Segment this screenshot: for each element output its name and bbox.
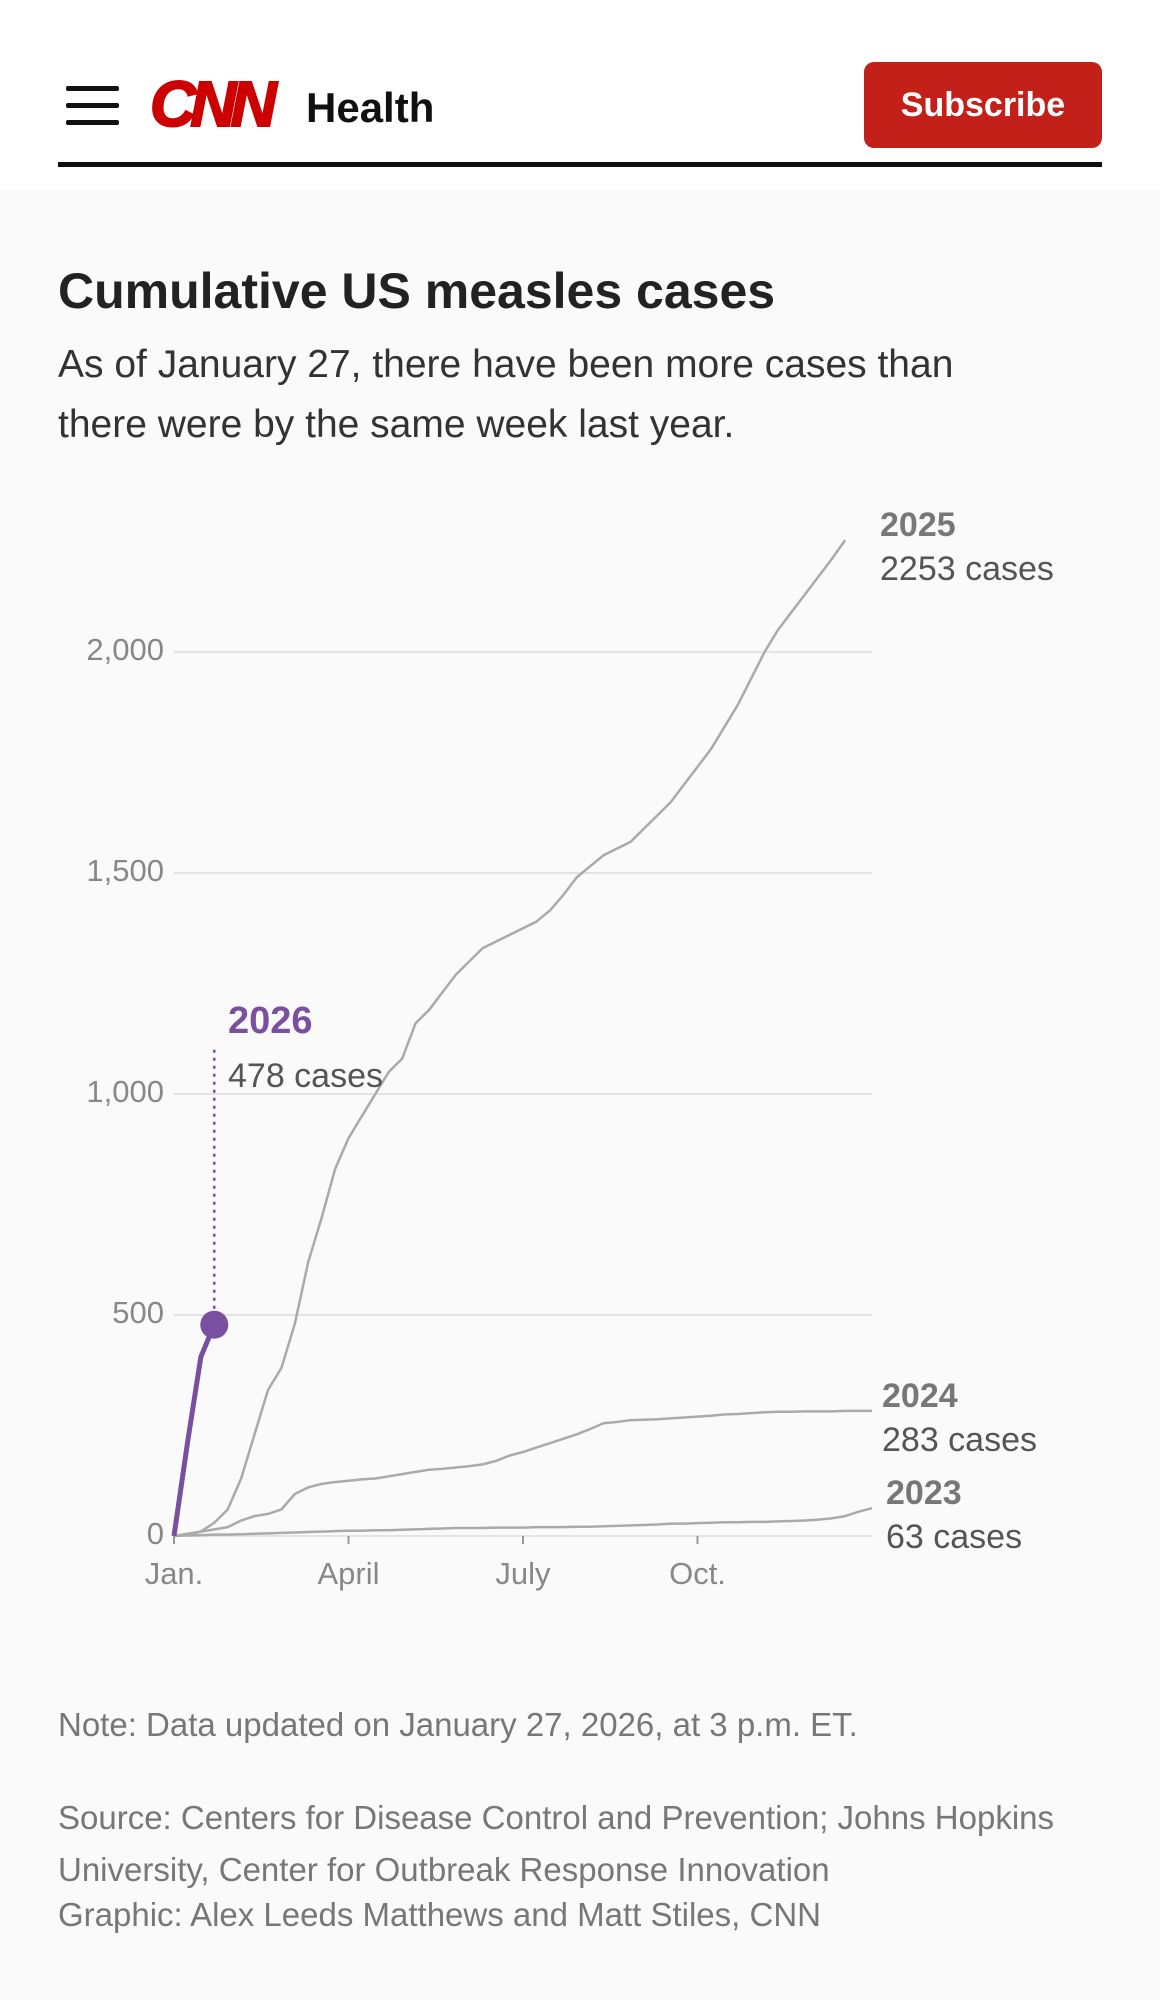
series-label: 2025 [880, 506, 956, 544]
y-tick-label: 2,000 [86, 632, 164, 667]
source: Source: Centers for Disease Control and … [58, 1799, 1055, 1888]
menu-button[interactable] [66, 86, 119, 137]
series-label: 2023 [886, 1474, 962, 1512]
section-name[interactable]: Health [306, 84, 435, 131]
y-tick-label: 500 [112, 1295, 164, 1330]
credit: Graphic: Alex Leeds Matthews and Matt St… [58, 1896, 821, 1933]
x-tick-label: Oct. [669, 1556, 726, 1591]
chart-subtitle: As of January 27, there have been more c… [58, 343, 954, 446]
y-tick-label: 1,000 [86, 1074, 164, 1109]
logo[interactable]: CNN [149, 68, 278, 140]
series-line [171, 1323, 217, 1537]
chart-title: Cumulative US measles cases [58, 263, 776, 319]
y-tick-label: 1,500 [86, 853, 164, 888]
header-rule [58, 162, 1102, 167]
series-label: 2026 [228, 1000, 313, 1042]
series-label: 2024 [882, 1377, 958, 1415]
subscribe-button[interactable]: Subscribe [864, 62, 1102, 148]
x-tick-label: July [495, 1556, 551, 1591]
value-label: 478 cases [228, 1057, 383, 1095]
x-tick-label: April [317, 1556, 379, 1591]
y-tick-label: 0 [147, 1516, 164, 1551]
series-line [173, 1506, 873, 1538]
value-label: 283 cases [882, 1421, 1037, 1459]
note: Note: Data updated on January 27, 2026, … [58, 1706, 858, 1743]
series-line [173, 1409, 872, 1538]
value-label: 63 cases [886, 1518, 1022, 1556]
value-label: 2253 cases [880, 550, 1054, 588]
series-line [173, 539, 847, 1538]
x-tick-label: Jan. [145, 1556, 204, 1591]
end-point [200, 1310, 229, 1339]
